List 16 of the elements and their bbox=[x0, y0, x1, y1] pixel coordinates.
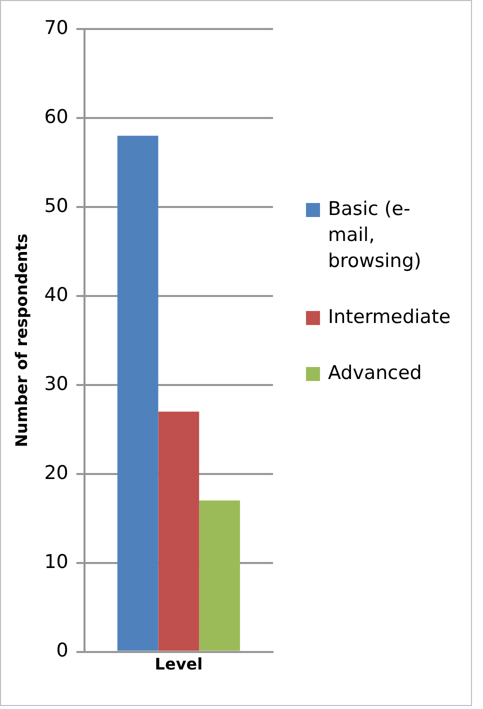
y-axis-title: Number of respondents bbox=[12, 234, 31, 448]
y-tick-label: 40 bbox=[44, 284, 68, 306]
bar bbox=[158, 412, 200, 651]
legend-label: Advanced bbox=[328, 361, 422, 386]
bar bbox=[117, 136, 158, 651]
y-tick-label: 50 bbox=[44, 194, 68, 217]
bar bbox=[199, 500, 240, 651]
y-tick-label: 70 bbox=[44, 16, 68, 39]
y-tick-label: 60 bbox=[44, 106, 68, 128]
legend-label: Intermediate bbox=[328, 305, 451, 330]
y-tick-label: 10 bbox=[44, 550, 68, 573]
y-tick-label: 20 bbox=[44, 462, 68, 484]
x-tick-label: Level bbox=[154, 654, 203, 674]
legend-label: Basic (e-mail, browsing) bbox=[328, 197, 422, 274]
y-tick-label: 0 bbox=[56, 640, 68, 662]
y-tick-label: 30 bbox=[44, 372, 68, 395]
